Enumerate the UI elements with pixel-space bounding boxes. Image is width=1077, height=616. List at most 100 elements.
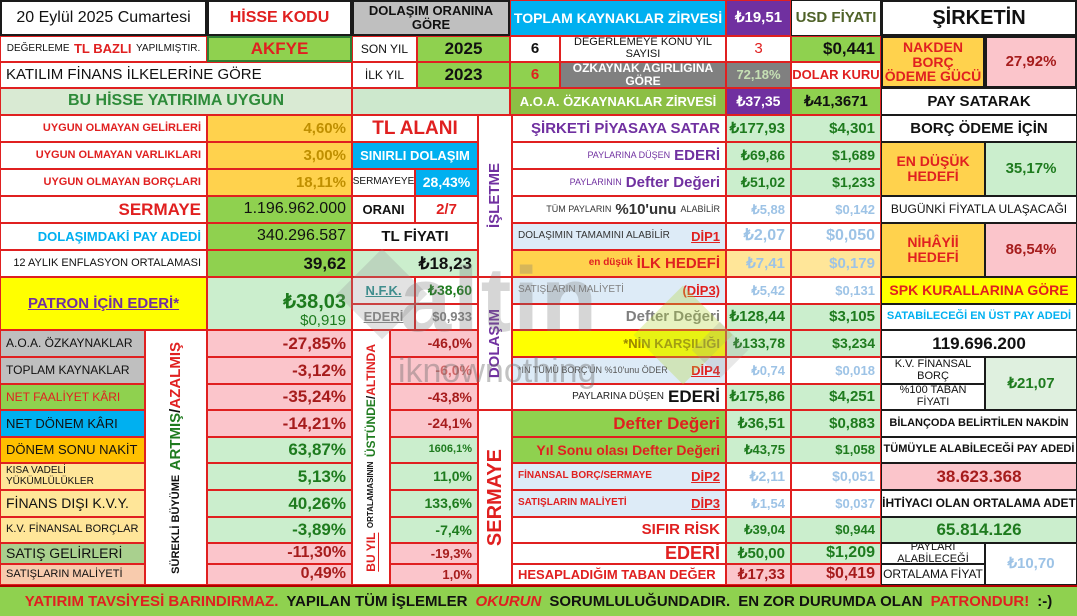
growth-v1-1: -3,12% — [207, 357, 352, 384]
konu-yil-sayisi: 3 — [726, 36, 791, 62]
degerlemeye-konu-label: DEĞERLEMEYE KONU YIL SAYISI — [560, 36, 726, 62]
dolasim-row-4-tl: ₺175,86 — [726, 384, 791, 410]
dip3-ref: (DİP3) — [682, 282, 720, 298]
degerleme-tl-bazli: TL BAZLI — [73, 41, 132, 57]
growth-label-5: KISA VADELİ YÜKÜMLÜLÜKLER — [0, 463, 145, 490]
nakden-line2: ÖDEME GÜCÜ — [884, 68, 982, 85]
growth-v2-5: 11,0% — [390, 463, 478, 490]
label-pre: TÜM PAYLARIN — [546, 203, 612, 214]
artmis-label: ARTMIŞ — [166, 412, 184, 470]
toplam-kaynaklar-value: ₺19,51 — [726, 0, 791, 36]
enflasyon-value: 39,62 — [207, 250, 352, 277]
bu-yil-header: BU YIL ORTALAMASININ ÜSTÜNDE/ALTINDA — [352, 330, 390, 585]
degerleme-cell: DEĞERLEME TL BAZLI YAPILMIŞTIR. — [0, 36, 207, 62]
dolasim-row-4-usd: $4,251 — [791, 384, 881, 410]
growth-v2-1: -6,0% — [390, 357, 478, 384]
sermaye-row-4-tl: ₺39,04 — [726, 517, 791, 543]
growth-label-4: DÖNEM SONU NAKİT — [0, 437, 145, 463]
en-dusuk-hedefi-label: EN DÜŞÜK HEDEFİ — [881, 142, 985, 196]
nfk-value: ₺38,60 — [415, 277, 478, 304]
dolar-kuru-header: DOLAR KURU — [791, 62, 881, 88]
slash1: / — [166, 408, 184, 413]
growth-v2-9: 1,0% — [390, 564, 478, 585]
surekli-buyume-header: SÜREKLİ BÜYÜME ARTMIŞ/AZALMIŞ — [145, 330, 207, 585]
label-pre: SATIŞLARIN MALİYETİ — [518, 497, 627, 509]
isletme-row-1-usd: $1,689 — [791, 142, 881, 169]
label-pre: DOLAŞIMIN TAMAMINI ALABİLİR — [518, 230, 670, 242]
sermaye-row-1-tl: ₺43,75 — [726, 437, 791, 463]
growth-v1-4: 63,87% — [207, 437, 352, 463]
isletme-row-4-usd: $0,050 — [791, 223, 881, 250]
en-dusuk-hedefi-pct: 35,17% — [985, 142, 1077, 196]
son-yil-count: 6 — [510, 36, 560, 62]
label-pre: *IN TÜMÜ BORÇ'UN %10'unu ÖDER — [518, 364, 668, 375]
label-pre: PAYLARINA DÜŞEN — [587, 149, 671, 160]
ilk-yil-value: 2023 — [417, 62, 510, 88]
dolasim-row-0-label: SATIŞLARIN MALİYETİ (DİP3) — [512, 277, 726, 304]
label-post: ALABİLİR — [680, 203, 720, 214]
sermaye-row-1-label: Yıl Sonu olası Defter Değeri — [512, 437, 726, 463]
tumuyle-adet: 38.623.368 — [881, 463, 1077, 490]
usd-fiyati-header: USD FİYATI — [791, 0, 881, 36]
surekli-buyume-text: SÜREKLİ BÜYÜME ARTMIŞ/AZALMIŞ — [166, 342, 185, 574]
surekli-base: SÜREKLİ BÜYÜME — [169, 474, 182, 574]
bu-yil-text: BU YIL ORTALAMASININ ÜSTÜNDE/ALTINDA — [363, 344, 380, 572]
sermaye-row-0-label: Defter Değeri — [512, 410, 726, 437]
sermaye-row-4-usd: $0,944 — [791, 517, 881, 543]
slash2: / — [363, 395, 378, 399]
uygun-olmayan-gelirleri-label: UYGUN OLMAYAN GELİRLERİ — [0, 115, 207, 142]
growth-v2-4: 1606,1% — [390, 437, 478, 463]
growth-v2-7: -7,4% — [390, 517, 478, 543]
empty-pale-cell — [352, 88, 510, 115]
growth-label-8: SATIŞ GELİRLERİ — [0, 543, 145, 564]
tumuyle-label: TÜMÜYLE ALABİLECEĞİ PAY ADEDİ — [881, 437, 1077, 463]
uygun-olmayan-borclari-label: UYGUN OLMAYAN BORÇLARI — [0, 169, 207, 196]
isletme-row-0-label: ŞİRKETİ PİYASAYA SATAR — [512, 115, 726, 142]
taban-fiyati-label: %100 TABAN FİYATI — [881, 384, 985, 410]
sermaye-row-1-usd: $1,058 — [791, 437, 881, 463]
isletme-row-4-tl: ₺2,07 — [726, 223, 791, 250]
label-pre: PAYLARINA DÜŞEN — [572, 390, 665, 402]
growth-v1-2: -35,24% — [207, 384, 352, 410]
isletme-row-3-tl: ₺5,88 — [726, 196, 791, 223]
tl-alani-title: TL ALANI — [352, 115, 478, 142]
toplam-kaynaklar-zirvesi-header: TOPLAM KAYNAKLAR ZİRVESİ — [510, 0, 726, 36]
borc-odeme-cell: BORÇ ÖDEME İÇİN — [881, 115, 1077, 142]
sermaye-row-5-label: EDERİ — [512, 543, 726, 564]
growth-label-2: NET FAALİYET KÂRI — [0, 384, 145, 410]
isletme-row-2-label: PAYLARININ Defter Değeri — [512, 169, 726, 196]
bugunki-fiyatla-cell: BUGÜNKİ FİYATLA ULAŞACAĞI — [881, 196, 1077, 223]
sermaye-row-4-label: SIFIR RİSK — [512, 517, 726, 543]
sermaye-row-3-usd: $0,037 — [791, 490, 881, 517]
dolasim-row-2-label: *NİN KARŞILIĞI — [512, 330, 726, 357]
label-pre: PAYLARININ — [569, 176, 622, 187]
ilk-yil-label: İLK YIL — [352, 62, 417, 88]
growth-label-7: K.V. FİNANSAL BORÇLAR — [0, 517, 145, 543]
isletme-row-3-label: TÜM PAYLARIN %10'unu ALABİLİR — [512, 196, 726, 223]
dolasim-row-4-label: PAYLARINA DÜŞEN EDERİ — [512, 384, 726, 410]
growth-v1-0: -27,85% — [207, 330, 352, 357]
kv-finansal-borc-label: K.V. FİNANSAL BORÇ — [881, 357, 985, 384]
dip4-ref: DİP4 — [691, 362, 720, 378]
ortalama-fiyat-tl: ₺10,70 — [985, 543, 1077, 585]
sermaye-row-5-usd: $1,209 — [791, 543, 881, 564]
ihtiyac-label: İHTİYACI OLAN ORTALAMA ADET — [881, 490, 1077, 517]
sermaye-row-3-tl: ₺1,54 — [726, 490, 791, 517]
sermaye-row-6-tl: ₺17,33 — [726, 564, 791, 585]
aoa-tl-value: ₺37,35 — [726, 88, 791, 115]
isletme-row-1-tl: ₺69,86 — [726, 142, 791, 169]
sermaye-section-label: SERMAYE — [478, 410, 512, 585]
disclaimer-p7: :-) — [1037, 592, 1053, 610]
label-main: İLK HEDEFİ — [636, 254, 720, 272]
growth-label-0: A.O.A. ÖZKAYNAKLAR — [0, 330, 145, 357]
ustunde-label: ÜSTÜNDE — [363, 398, 378, 457]
tl-fiyati-label: TL FİYATI — [352, 223, 478, 250]
dip1-ref: DİP1 — [691, 228, 720, 244]
ilk-yil-count: 6 — [510, 62, 560, 88]
isletme-row-5-label: en düşük İLK HEDEFİ — [512, 250, 726, 277]
dolasim-row-3-tl: ₺0,74 — [726, 357, 791, 384]
paylari-alabilecegi-label: PAYLARI ALABİLECEĞİ — [881, 543, 985, 564]
disclaimer-bar: YATIRIM TAVSİYESİ BARINDIRMAZ. YAPILAN T… — [0, 585, 1077, 616]
isletme-text: İŞLETME — [486, 163, 504, 229]
sermaye-row-2-label: FİNANSAL BORÇ/SERMAYE DİP2 — [512, 463, 726, 490]
